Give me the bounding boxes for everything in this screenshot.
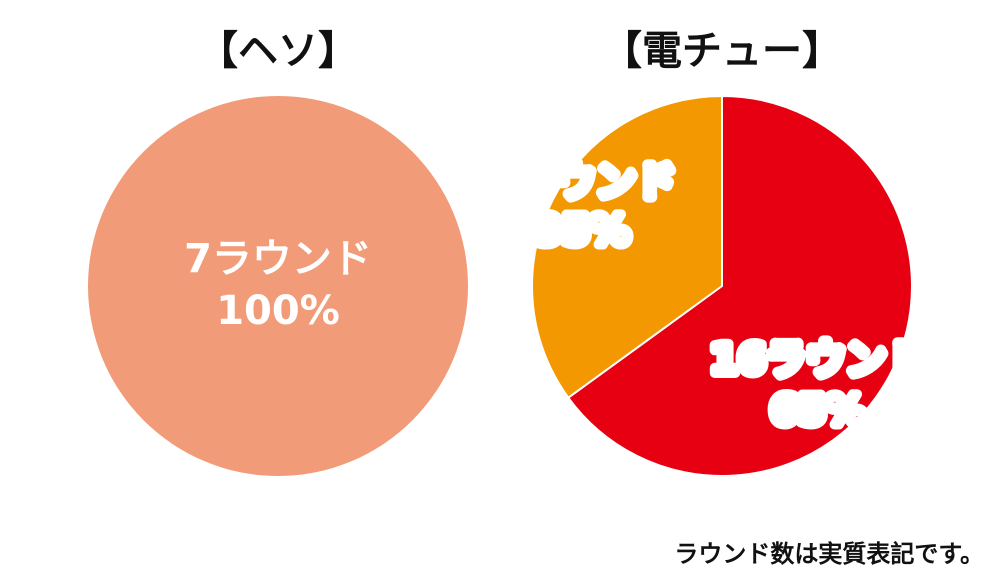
slice-value-16-round: 65% xyxy=(770,388,866,434)
slice-value-4-round: 35% xyxy=(534,208,630,254)
slice-label-7-round: 7ラウンド xyxy=(184,236,372,282)
pie-slice-1-0 xyxy=(567,95,913,477)
pie-slice-1-1 xyxy=(531,95,723,399)
slice-label-4-round: 4ラウンド xyxy=(488,159,676,205)
pie-chart-heso xyxy=(88,96,468,476)
slice-label-16-round: 16ラウンド xyxy=(710,337,926,383)
chart-title-heso: 【ヘソ】 xyxy=(198,28,358,74)
footnote: ラウンド数は実質表記です。 xyxy=(674,540,984,568)
slice-value-7-round: 100% xyxy=(216,288,340,334)
pie-chart-denchu xyxy=(531,95,913,477)
chart-title-denchu: 【電チュー】 xyxy=(602,28,842,74)
pie-slice-0-0 xyxy=(88,96,468,476)
